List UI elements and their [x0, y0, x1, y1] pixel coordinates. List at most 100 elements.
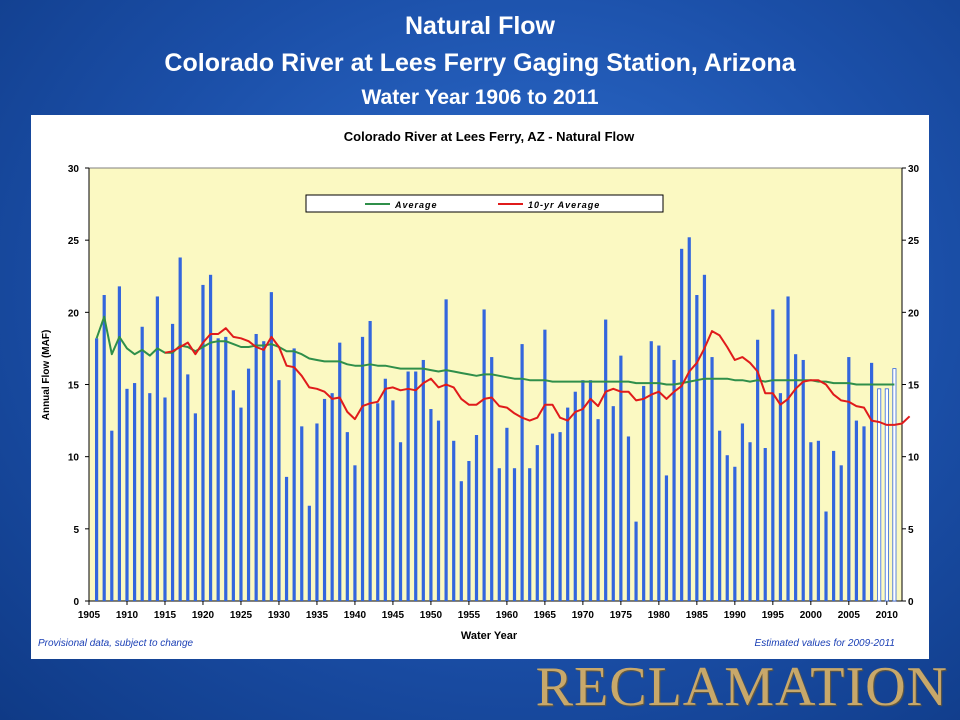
- flow-bar: [467, 460, 471, 601]
- flow-bar: [193, 413, 197, 601]
- slide-subtitle: Colorado River at Lees Ferry Gaging Stat…: [164, 49, 796, 77]
- y-tick-label-left: 0: [73, 597, 79, 608]
- y-tick-label-left: 25: [68, 236, 80, 247]
- x-tick-label: 1955: [458, 610, 481, 621]
- x-tick-label: 1910: [116, 610, 139, 621]
- flow-bar: [216, 338, 220, 601]
- flow-bar: [680, 248, 684, 601]
- flow-bar: [406, 371, 410, 601]
- y-tick-label-right: 15: [908, 381, 920, 392]
- flow-bar: [756, 339, 760, 601]
- flow-bar: [125, 388, 129, 601]
- flow-bar: [155, 296, 159, 601]
- legend-ten-year-label: 10-yr Average: [528, 200, 600, 210]
- x-tick-label: 1970: [572, 610, 595, 621]
- flow-bar: [649, 341, 653, 601]
- flow-bar: [710, 357, 714, 601]
- flow-bar: [794, 354, 798, 601]
- flow-bar: [604, 319, 608, 601]
- reclamation-logo: RECLAMATION: [535, 656, 948, 718]
- x-tick-label: 2005: [838, 610, 861, 621]
- flow-bar: [809, 442, 813, 601]
- flow-bar: [254, 333, 258, 601]
- estimated-note: Estimated values for 2009-2011: [755, 638, 895, 649]
- flow-bar: [239, 407, 243, 601]
- flow-bar: [596, 419, 600, 601]
- flow-bar: [490, 357, 494, 601]
- flow-bar: [566, 407, 570, 601]
- x-tick-label: 1930: [268, 610, 291, 621]
- flow-bar: [870, 362, 874, 601]
- flow-bar: [512, 468, 517, 601]
- flow-bar: [778, 393, 783, 601]
- flow-bar: [102, 295, 106, 601]
- x-tick-label: 1935: [306, 610, 329, 621]
- flow-bar: [619, 355, 623, 601]
- flow-bar: [284, 476, 289, 601]
- y-tick-label-left: 10: [68, 453, 80, 464]
- flow-bar: [315, 423, 319, 601]
- flow-bar: [718, 430, 722, 601]
- flow-bar: [148, 393, 152, 601]
- flow-bar: [832, 450, 836, 601]
- flow-bar: [459, 481, 463, 601]
- estimated-flow-bar: [892, 368, 897, 602]
- y-tick-label-right: 20: [908, 308, 920, 319]
- flow-bar: [474, 435, 479, 601]
- flow-bar: [588, 380, 593, 601]
- flow-bar: [231, 390, 235, 601]
- flow-bar: [444, 299, 448, 601]
- flow-bar: [110, 430, 114, 601]
- flow-bar: [725, 455, 729, 601]
- flow-bar: [642, 385, 646, 601]
- flow-bar: [201, 284, 205, 601]
- x-tick-label: 1990: [724, 610, 747, 621]
- flow-bar: [672, 359, 676, 601]
- average-lines: [95, 315, 911, 426]
- flow-bar: [170, 323, 175, 601]
- flow-chart: Colorado River at Lees Ferry, AZ - Natur…: [38, 129, 920, 649]
- y-tick-label-left: 5: [73, 525, 79, 536]
- flow-bar: [383, 378, 387, 601]
- flow-bar: [292, 348, 296, 601]
- flow-bar: [581, 380, 585, 601]
- slide-title: Natural Flow: [404, 12, 555, 40]
- flow-bar: [94, 338, 99, 601]
- flow-bar: [277, 380, 281, 601]
- x-tick-label: 1950: [420, 610, 443, 621]
- flow-bar: [801, 359, 805, 601]
- flow-bar: [482, 309, 486, 601]
- y-tick-label-right: 30: [908, 164, 920, 175]
- estimated-flow-bar: [884, 388, 889, 602]
- flow-bar: [634, 521, 638, 601]
- flow-bar: [528, 468, 532, 601]
- x-tick-label: 1965: [534, 610, 557, 621]
- x-tick-label: 2000: [800, 610, 823, 621]
- flow-bar: [626, 436, 631, 601]
- x-tick-label: 1905: [78, 610, 101, 621]
- flow-bar: [847, 357, 851, 601]
- flow-bars: [94, 237, 897, 602]
- flow-bar: [748, 442, 752, 601]
- flow-bar: [786, 296, 790, 601]
- flow-bar: [505, 427, 509, 601]
- flow-bar: [695, 295, 699, 601]
- y-axis-label: Annual Flow (MAF): [41, 330, 52, 421]
- legend-box: [305, 194, 664, 213]
- x-tick-label: 1995: [762, 610, 785, 621]
- estimated-flow-bar: [877, 388, 882, 602]
- y-tick-label-right: 25: [908, 236, 920, 247]
- flow-bar: [763, 448, 767, 601]
- ten-year-average-line: [164, 327, 911, 426]
- flow-bar: [262, 341, 266, 601]
- x-tick-label: 2010: [876, 610, 899, 621]
- y-tick-label-right: 5: [908, 525, 914, 536]
- y-tick-label-right: 0: [908, 597, 914, 608]
- flow-bar: [573, 391, 577, 601]
- flow-bar: [330, 393, 334, 601]
- flow-bar: [163, 397, 167, 601]
- flow-bar: [391, 400, 395, 601]
- flow-bar: [224, 336, 228, 601]
- flow-bar: [414, 371, 418, 601]
- y-axis-right: 0 5 10 15 20 25 30: [901, 164, 920, 608]
